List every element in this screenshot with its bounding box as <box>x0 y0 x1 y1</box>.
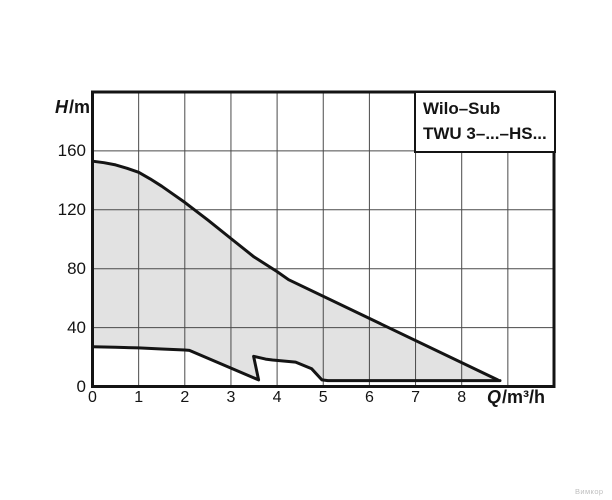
x-tick-label-7: 7 <box>411 389 420 406</box>
x-tick-label-3: 3 <box>226 389 236 406</box>
series-title-line2: TWU 3–...–HS... <box>423 124 547 143</box>
min-head-curve <box>91 345 502 383</box>
y-axis-label: H/m <box>36 97 90 118</box>
y-axis-symbol: H <box>54 97 68 117</box>
max-head-curve <box>91 159 500 382</box>
y-tick-label-80: 80 <box>67 258 86 278</box>
x-tick-label-4: 4 <box>272 389 282 406</box>
series-title-box: Wilo–Sub TWU 3–...–HS... <box>414 90 556 153</box>
x-tick-label-2: 2 <box>180 389 190 406</box>
x-axis-unit: /m³/h <box>502 387 546 407</box>
x-tick-label-6: 6 <box>364 389 374 406</box>
y-axis-unit: /m <box>68 97 90 117</box>
x-axis-symbol: Q <box>487 387 502 407</box>
series-title-line1: Wilo–Sub <box>423 98 501 118</box>
x-tick-label-5: 5 <box>318 389 328 406</box>
y-tick-label-0: 0 <box>76 376 86 396</box>
plot-border <box>91 90 556 388</box>
watermark: Вимкор <box>575 487 604 496</box>
x-tick-label-1: 1 <box>134 389 144 406</box>
y-tick-label-120: 120 <box>57 199 86 219</box>
y-tick-label-40: 40 <box>67 317 86 337</box>
x-axis-label: Q/m³/h <box>487 387 545 408</box>
operating-range-fill <box>92 161 500 381</box>
x-tick-label-0: 0 <box>88 389 97 406</box>
y-tick-label-160: 160 <box>57 140 86 160</box>
x-tick-label-8: 8 <box>457 389 467 406</box>
